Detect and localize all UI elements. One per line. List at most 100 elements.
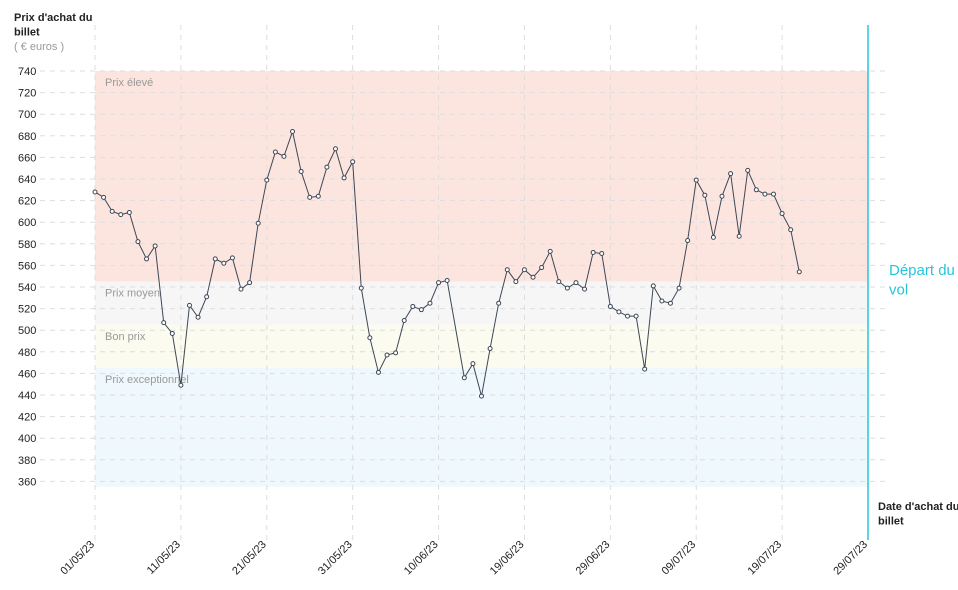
price-point [135, 239, 141, 245]
price-point [556, 279, 562, 285]
y-tick-label: 620 [18, 196, 36, 208]
price-point [427, 300, 433, 306]
price-point [796, 269, 802, 275]
price-point [659, 298, 665, 304]
band-label: Prix exceptionnel [105, 374, 189, 386]
price-point [779, 211, 785, 217]
price-point [358, 285, 364, 291]
price-point [367, 335, 373, 341]
price-point [118, 212, 124, 218]
y-tick-label: 400 [18, 433, 36, 445]
y-tick-label: 420 [18, 412, 36, 424]
price-band [95, 71, 868, 282]
price-point [410, 303, 416, 309]
y-tick-label: 460 [18, 368, 36, 380]
y-tick-label: 540 [18, 282, 36, 294]
price-point [384, 352, 390, 358]
y-tick-label: 560 [18, 260, 36, 272]
price-point [470, 361, 476, 367]
price-point [126, 209, 132, 215]
y-tick-label: 640 [18, 174, 36, 186]
price-point [247, 280, 253, 286]
price-point [719, 193, 725, 199]
y-tick-label: 660 [18, 152, 36, 164]
price-point [186, 302, 192, 308]
price-point [616, 309, 622, 315]
price-point [255, 220, 261, 226]
x-tick-label: 19/06/23 [488, 539, 527, 578]
price-point [195, 314, 201, 320]
price-point [152, 243, 158, 249]
y-tick-label: 580 [18, 239, 36, 251]
x-tick-label: 29/07/23 [831, 539, 870, 578]
price-point [332, 146, 338, 152]
price-point [599, 251, 605, 257]
price-band [95, 368, 868, 487]
price-point [667, 300, 673, 306]
price-point [573, 280, 579, 286]
y-tick-label: 600 [18, 217, 36, 229]
price-point [745, 167, 751, 173]
price-point [298, 168, 304, 174]
x-tick-label: 29/06/23 [574, 539, 613, 578]
price-point [702, 192, 708, 198]
price-point [590, 249, 596, 255]
price-point [513, 279, 519, 285]
price-point [582, 286, 588, 292]
y-axis-label: Prix d'achat du billet [14, 12, 92, 38]
price-point [564, 285, 570, 291]
x-tick-label: 01/05/23 [58, 539, 97, 578]
y-tick-label: 720 [18, 88, 36, 100]
x-tick-label: 31/05/23 [316, 539, 355, 578]
price-point [290, 128, 296, 134]
price-point [762, 191, 768, 197]
price-point [341, 175, 347, 181]
price-point [771, 191, 777, 197]
price-point [479, 393, 484, 399]
y-tick-label: 360 [18, 476, 36, 488]
price-point [496, 300, 502, 306]
event-label: Départ du vol [889, 262, 955, 299]
price-point [169, 330, 175, 336]
price-band [95, 324, 868, 368]
price-point [436, 280, 442, 286]
price-point [307, 194, 313, 200]
y-tick-label: 520 [18, 304, 36, 316]
y-tick-label: 740 [18, 66, 36, 78]
price-point [178, 382, 184, 388]
price-point [161, 320, 167, 326]
band-label: Prix moyen [105, 288, 160, 300]
price-point [788, 227, 794, 233]
price-point [221, 260, 227, 266]
y-axis-unit: ( € euros ) [14, 41, 64, 53]
x-tick-label: 11/05/23 [145, 539, 183, 577]
price-point [633, 313, 639, 319]
price-point [324, 164, 330, 170]
y-tick-label: 480 [18, 347, 36, 359]
price-point [444, 278, 450, 284]
price-point [487, 346, 493, 352]
price-point [607, 303, 613, 309]
x-tick-label: 21/05/23 [230, 539, 269, 578]
price-point [101, 194, 107, 200]
price-point [238, 286, 244, 292]
price-point [229, 255, 235, 261]
price-point [504, 267, 510, 273]
price-point [685, 238, 691, 244]
price-point [753, 187, 759, 193]
band-label: Bon prix [105, 331, 146, 343]
x-axis-label: Date d'achat du billet [878, 501, 958, 527]
price-point [736, 233, 742, 239]
y-tick-label: 500 [18, 325, 36, 337]
price-point [144, 256, 150, 262]
price-point [539, 265, 545, 271]
y-tick-label: 700 [18, 109, 36, 121]
x-tick-label: 09/07/23 [660, 539, 699, 578]
price-point [676, 285, 682, 291]
price-band [95, 281, 868, 325]
price-point [650, 283, 656, 289]
price-point [281, 153, 287, 159]
price-point [547, 248, 553, 254]
price-point [204, 294, 210, 300]
price-point [264, 177, 270, 183]
